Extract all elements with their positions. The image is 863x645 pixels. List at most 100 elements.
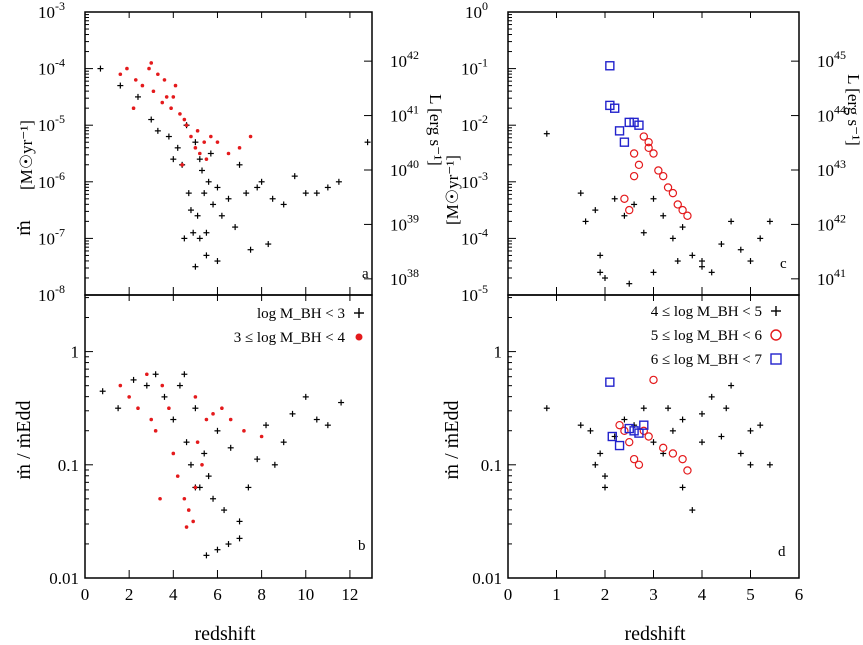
point-a-s0-17 (201, 190, 208, 197)
point-c-s2-5 (624, 117, 634, 128)
point-c-s1-3 (634, 160, 644, 170)
point-a-s1-25 (149, 61, 154, 65)
point-b-s1-15 (200, 463, 204, 467)
y-tick-label-a-1: 10-7 (38, 225, 65, 248)
point-a-s1-17 (198, 151, 202, 156)
point-a-s0-43 (181, 235, 188, 242)
y-tick-label-c-3: 10-2 (461, 112, 488, 135)
point-d-s1-5 (639, 426, 649, 436)
point-b-s1-5 (153, 429, 158, 433)
point-d-s2-1 (607, 431, 617, 442)
point-b-s1-13 (193, 485, 198, 490)
point-a-s0-26 (236, 161, 243, 168)
point-a-s0-13 (192, 139, 199, 146)
point-d-s0-3 (597, 450, 604, 457)
point-d-s0-18 (737, 450, 744, 457)
x-axis-label-right: redshift (624, 623, 686, 645)
point-a-s1-4 (147, 66, 151, 71)
point-a-s1-0 (118, 72, 123, 77)
point-a-s0-21 (210, 201, 217, 208)
point-a-s0-24 (225, 195, 232, 202)
point-c-s0-22 (766, 218, 773, 225)
point-b-s0-6 (170, 416, 177, 423)
point-a-s1-26 (162, 78, 167, 82)
point-a-s0-32 (269, 195, 276, 202)
point-a-s0-5 (165, 133, 172, 140)
point-b-s0-24 (289, 410, 296, 417)
point-b-s0-27 (324, 422, 331, 429)
point-d-s1-11 (683, 466, 692, 475)
point-b-s0-22 (271, 461, 278, 468)
legend-left-label-1: 3 ≤ log M_BH < 4 (234, 330, 346, 346)
point-c-s0-18 (728, 218, 735, 225)
x-tick-label-d-1: 1 (552, 585, 561, 604)
point-a-s0-44 (196, 156, 203, 163)
point-b-s1-4 (149, 417, 154, 422)
point-c-s1-11 (673, 200, 682, 209)
right-tick-label-a-1: 1039 (390, 211, 419, 234)
y-tick-label-d-1: 0.1 (481, 456, 502, 475)
point-d-s0-24 (665, 405, 672, 412)
point-d-s0-28 (747, 427, 754, 434)
right-tick-label-c-4: 1045 (817, 48, 846, 71)
y-tick-label-b-0: 0.01 (49, 569, 79, 588)
point-a-s0-34 (291, 173, 298, 180)
point-d-s1-7 (649, 375, 658, 385)
y-tick-label-a-4: 10-4 (38, 56, 65, 79)
point-d-s1-2 (625, 437, 634, 447)
point-a-s1-15 (193, 146, 198, 150)
point-b-s0-29 (203, 552, 210, 559)
point-a-s0-36 (313, 190, 320, 197)
point-b-s1-24 (193, 395, 198, 399)
point-b-s1-7 (167, 406, 171, 411)
y-tick-label-a-3: 10-5 (38, 112, 65, 135)
point-a-s0-14 (194, 212, 201, 219)
point-c-s0-21 (757, 235, 764, 242)
point-a-s1-7 (160, 100, 165, 105)
point-a-s0-15 (196, 235, 203, 242)
point-a-s0-22 (214, 184, 221, 191)
point-a-s0-0 (97, 65, 104, 72)
point-c-s0-19 (737, 246, 744, 253)
point-b-s0-18 (236, 518, 243, 525)
point-c-s1-6 (649, 149, 658, 158)
point-a-s0-2 (134, 93, 141, 100)
point-d-s1-0 (615, 420, 624, 430)
point-a-s1-18 (202, 140, 207, 144)
right-tick-label-a-0: 1038 (390, 266, 419, 289)
point-a-s0-33 (280, 201, 287, 208)
point-c-s0-8 (631, 201, 638, 208)
x-tick-label-d-2: 2 (601, 585, 610, 604)
point-d-s0-22 (592, 461, 599, 468)
point-c-s0-20 (747, 258, 754, 265)
point-c-s2-0 (605, 61, 615, 71)
point-c-s0-6 (611, 195, 618, 202)
point-a-s0-12 (190, 229, 197, 236)
right-tick-label-a-4: 1042 (390, 48, 419, 71)
point-d-s2-0 (605, 377, 615, 387)
x-tick-label-d-0: 0 (504, 585, 513, 604)
point-b-s0-2 (130, 376, 137, 383)
point-a-s0-25 (232, 224, 239, 231)
point-b-s0-4 (152, 371, 159, 378)
point-d-s0-11 (669, 427, 676, 434)
point-a-s0-3 (148, 116, 155, 123)
point-c-s2-6 (629, 117, 639, 128)
point-b-s0-31 (225, 541, 232, 548)
y-label-c: [M☉yr⁻¹] (443, 155, 462, 225)
point-a-s1-2 (133, 78, 138, 82)
point-d-s0-16 (718, 433, 725, 440)
y-tick-label-c-0: 10-5 (461, 282, 488, 305)
point-c-s0-13 (679, 224, 686, 231)
legend-right-label-2: 6 ≤ log M_BH < 7 (651, 352, 763, 368)
point-d-s0-12 (679, 484, 686, 491)
point-d-s0-6 (621, 416, 628, 423)
point-a-s1-16 (195, 129, 200, 133)
right-tick-label-a-3: 1041 (390, 103, 419, 126)
point-c-s1-2 (629, 149, 639, 158)
point-b-s1-22 (158, 496, 162, 501)
y-label-b: ṁ / ṁEdd (13, 401, 35, 480)
point-d-s0-21 (766, 461, 773, 468)
point-d-s0-4 (602, 473, 608, 480)
